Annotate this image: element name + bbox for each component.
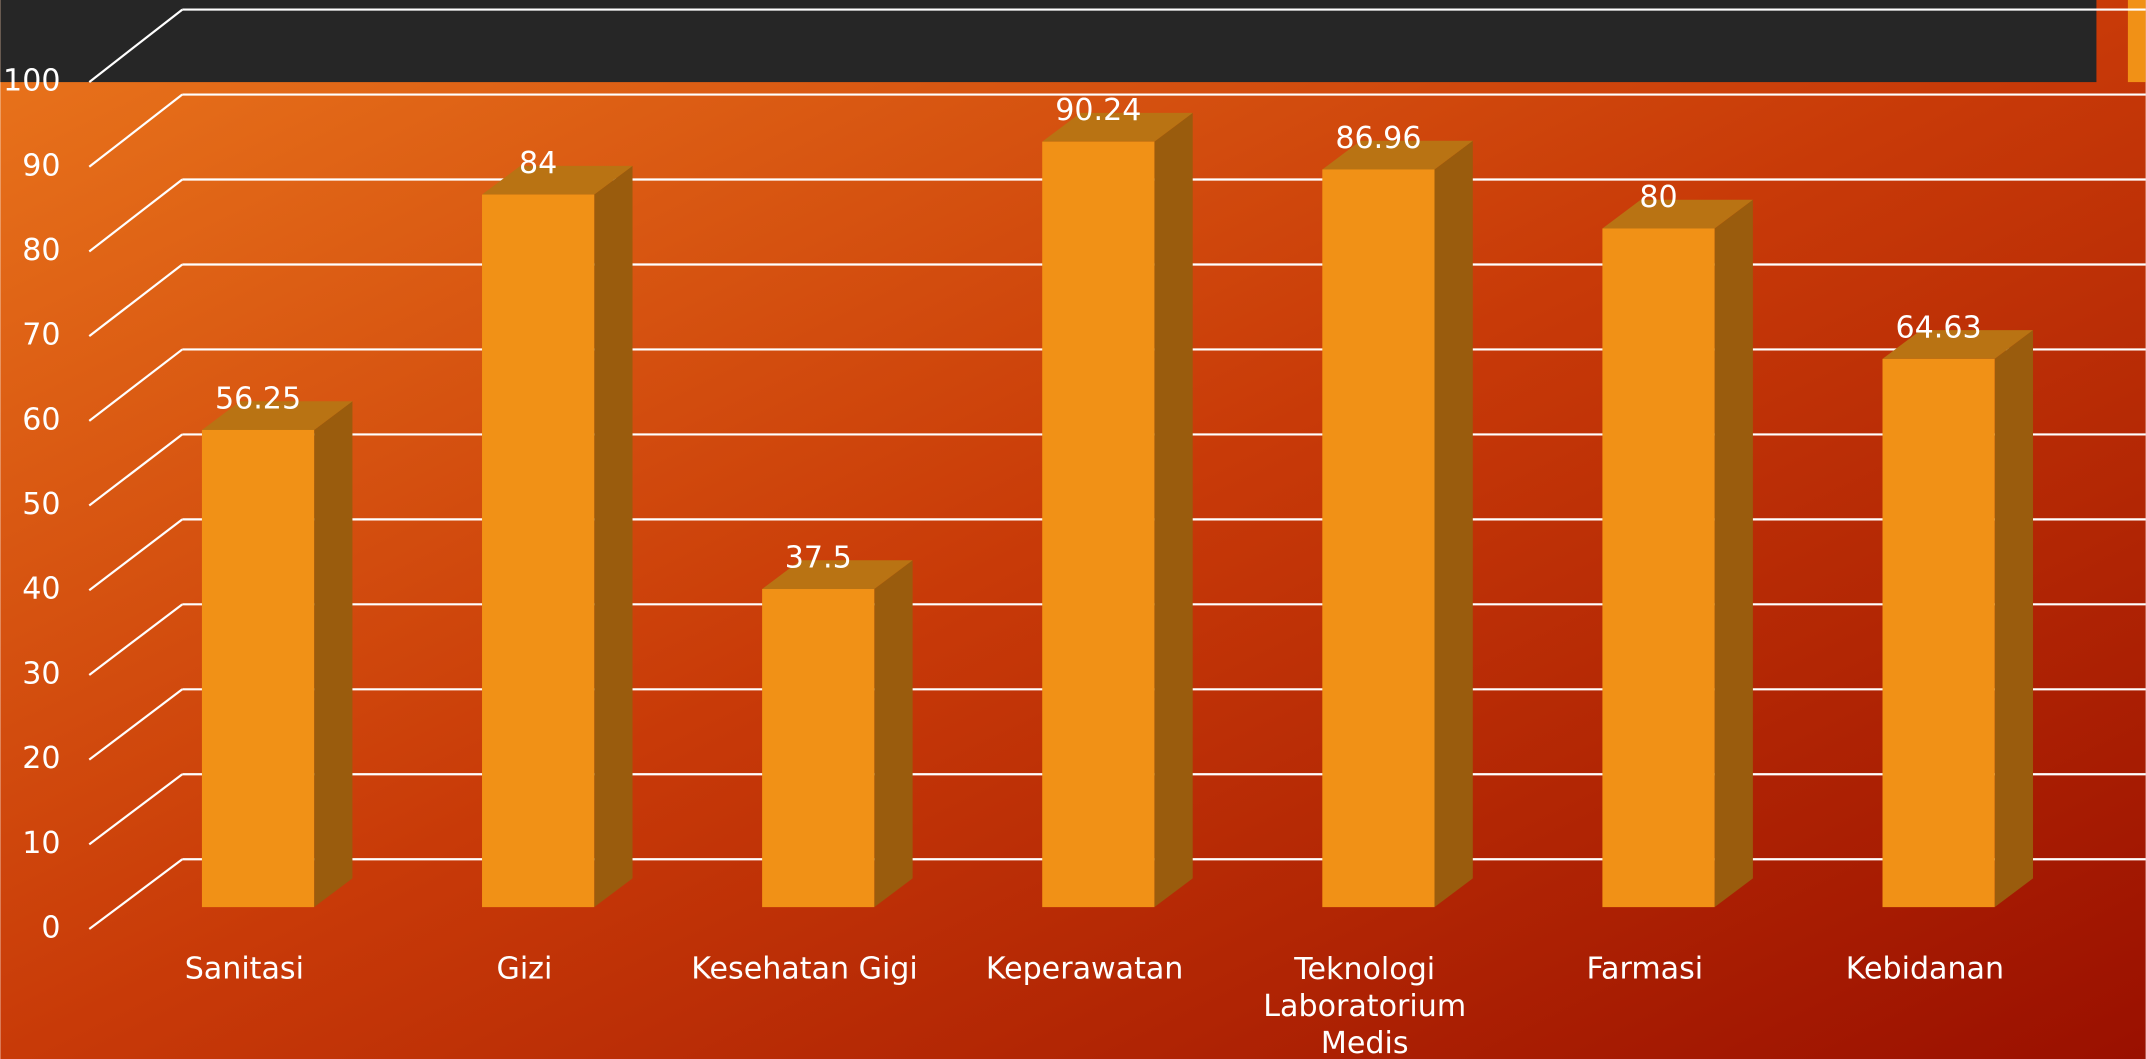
bar-top <box>1602 199 1753 229</box>
grid-line-side <box>88 518 183 592</box>
x-tick-label-line: Medis <box>1321 1025 1409 1059</box>
bar-side <box>1154 112 1193 908</box>
bar <box>1882 358 1995 908</box>
y-tick-label: 100 <box>3 64 60 99</box>
x-tick-label: Gizi <box>497 952 553 987</box>
grid-line-side <box>88 773 183 846</box>
bar-top <box>1042 112 1193 142</box>
y-tick-label: 10 <box>22 826 60 861</box>
x-tick-label: Farmasi <box>1586 952 1703 987</box>
grid-line-side <box>88 858 183 930</box>
y-tick-label: 90 <box>22 148 60 183</box>
y-tick-label: 70 <box>22 318 60 353</box>
x-tick-label: Kesehatan Gigi <box>691 952 917 987</box>
y-tick-label: 40 <box>22 572 60 607</box>
data-label: 56.25 <box>215 381 301 416</box>
x-tick-label-line: Teknologi <box>1293 952 1435 987</box>
x-tick-label-line: Laboratorium <box>1263 989 1466 1024</box>
bar <box>762 589 875 908</box>
header-accent <box>2127 0 2146 83</box>
bar <box>1322 169 1435 908</box>
grid-line-side <box>88 688 183 761</box>
grid-line-side <box>88 603 183 676</box>
data-label: 84 <box>519 146 557 181</box>
data-label: 80 <box>1639 180 1677 215</box>
x-tick-label: Kebidanan <box>1846 952 2004 987</box>
bar-top <box>762 560 913 590</box>
grid-line-side <box>88 93 183 168</box>
bar <box>201 429 315 908</box>
data-label: 90.24 <box>1055 93 1141 128</box>
bar-side <box>1434 140 1473 908</box>
grid-line-side <box>88 433 183 507</box>
bar-side <box>874 560 913 908</box>
y-tick-label: 50 <box>22 487 60 522</box>
grid-line-side <box>88 8 183 83</box>
x-tick-label: Sanitasi <box>185 952 304 987</box>
y-tick-label: 60 <box>22 402 60 437</box>
bar-top <box>1882 330 2033 359</box>
header-band <box>0 0 2097 83</box>
y-tick-label: 30 <box>22 656 60 691</box>
bar <box>1042 141 1155 908</box>
bar-top <box>482 165 633 195</box>
x-tick-label: Keperawatan <box>986 952 1184 987</box>
y-tick-label: 80 <box>22 233 60 268</box>
bar <box>1602 228 1715 908</box>
x-tick-label: Teknologi Laboratorium Medis <box>1263 952 1466 1059</box>
y-tick-label: 0 <box>41 911 60 946</box>
grid-line-side <box>88 348 183 422</box>
bar-top <box>201 401 353 430</box>
bar-side <box>1994 330 2033 908</box>
bar-side <box>314 401 353 908</box>
grid-line-side <box>88 263 183 338</box>
bar-top <box>1322 140 1473 170</box>
data-label: 64.63 <box>1896 310 1982 345</box>
data-label: 37.5 <box>785 540 852 575</box>
grid-line-side <box>88 178 183 253</box>
bar-side <box>1714 199 1753 908</box>
y-tick-label: 20 <box>22 741 60 776</box>
bar <box>482 194 595 908</box>
data-label: 86.96 <box>1335 121 1421 156</box>
bar-side <box>594 165 633 908</box>
